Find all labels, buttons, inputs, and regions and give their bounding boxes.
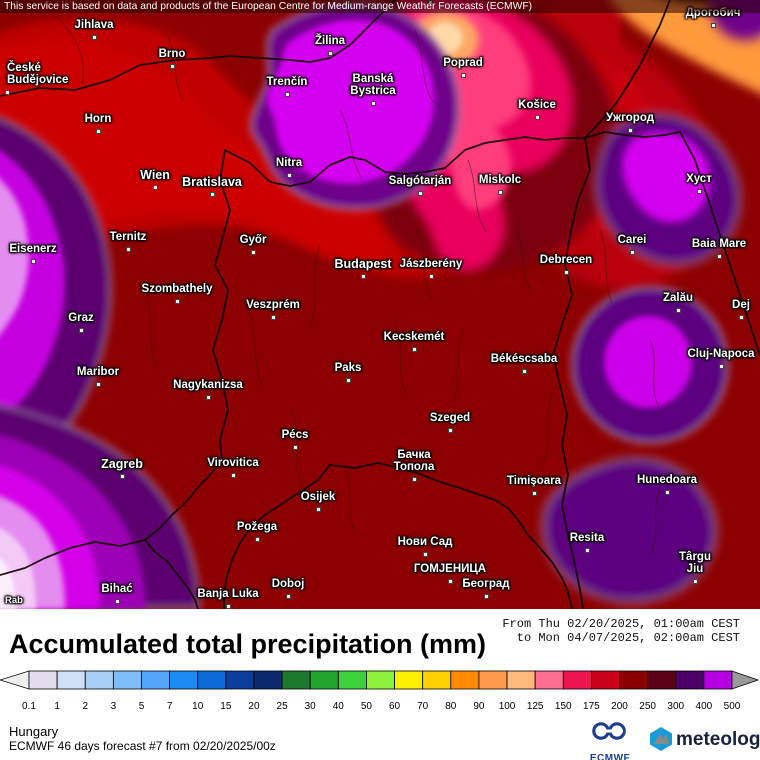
svg-text:400: 400 (696, 701, 713, 712)
svg-text:125: 125 (527, 701, 544, 712)
svg-text:2: 2 (82, 701, 88, 712)
svg-text:7: 7 (167, 701, 173, 712)
svg-text:15: 15 (220, 701, 232, 712)
svg-text:3: 3 (111, 701, 117, 712)
svg-text:10: 10 (192, 701, 204, 712)
svg-text:60: 60 (389, 701, 401, 712)
svg-text:300: 300 (667, 701, 684, 712)
svg-text:500: 500 (724, 701, 741, 712)
svg-text:25: 25 (277, 701, 289, 712)
svg-text:50: 50 (361, 701, 373, 712)
svg-text:100: 100 (499, 701, 516, 712)
svg-text:30: 30 (305, 701, 317, 712)
svg-text:80: 80 (445, 701, 457, 712)
svg-text:90: 90 (473, 701, 485, 712)
svg-text:5: 5 (139, 701, 145, 712)
svg-text:250: 250 (639, 701, 656, 712)
svg-text:0.1: 0.1 (22, 701, 36, 712)
svg-text:150: 150 (555, 701, 572, 712)
svg-text:200: 200 (611, 701, 628, 712)
svg-text:175: 175 (583, 701, 600, 712)
svg-text:20: 20 (248, 701, 260, 712)
svg-text:1: 1 (54, 701, 60, 712)
svg-text:40: 40 (333, 701, 345, 712)
svg-text:70: 70 (417, 701, 429, 712)
